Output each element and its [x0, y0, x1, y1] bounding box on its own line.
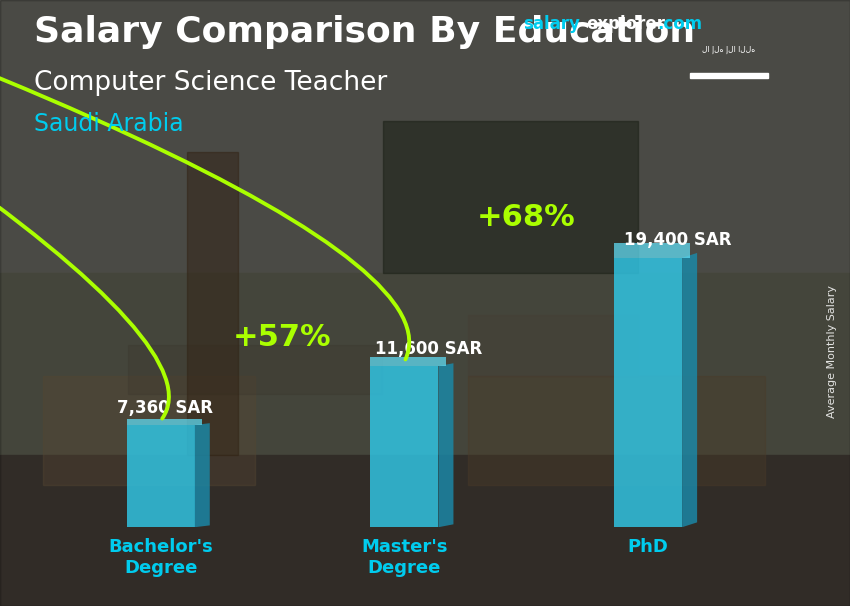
Text: +68%: +68% — [477, 203, 575, 231]
Bar — [614, 243, 689, 258]
Text: Saudi Arabia: Saudi Arabia — [34, 112, 184, 136]
Text: Computer Science Teacher: Computer Science Teacher — [34, 70, 388, 96]
Bar — [614, 258, 682, 527]
Bar — [127, 425, 195, 527]
Text: .com: .com — [657, 15, 702, 33]
Text: لا إله إلا الله: لا إله إلا الله — [702, 45, 756, 55]
Text: explorer: explorer — [586, 15, 666, 33]
Bar — [371, 366, 439, 527]
Text: 11,600 SAR: 11,600 SAR — [375, 340, 482, 358]
Bar — [468, 376, 765, 485]
Polygon shape — [682, 253, 697, 527]
Bar — [468, 315, 638, 376]
Bar — [0, 273, 850, 454]
Bar — [0, 0, 850, 273]
Text: 7,360 SAR: 7,360 SAR — [116, 399, 212, 417]
Bar — [187, 152, 238, 454]
Polygon shape — [439, 363, 453, 527]
Text: +57%: +57% — [233, 324, 332, 352]
Text: salary: salary — [523, 15, 580, 33]
Bar — [128, 345, 382, 394]
Bar — [42, 376, 255, 485]
Polygon shape — [195, 423, 210, 527]
Text: 19,400 SAR: 19,400 SAR — [624, 231, 731, 250]
Bar — [689, 73, 768, 78]
Bar — [0, 454, 850, 606]
Text: Average Monthly Salary: Average Monthly Salary — [827, 285, 837, 418]
Bar — [382, 121, 638, 273]
Text: Salary Comparison By Education: Salary Comparison By Education — [34, 15, 695, 49]
Bar — [371, 358, 446, 366]
Bar — [127, 419, 202, 425]
